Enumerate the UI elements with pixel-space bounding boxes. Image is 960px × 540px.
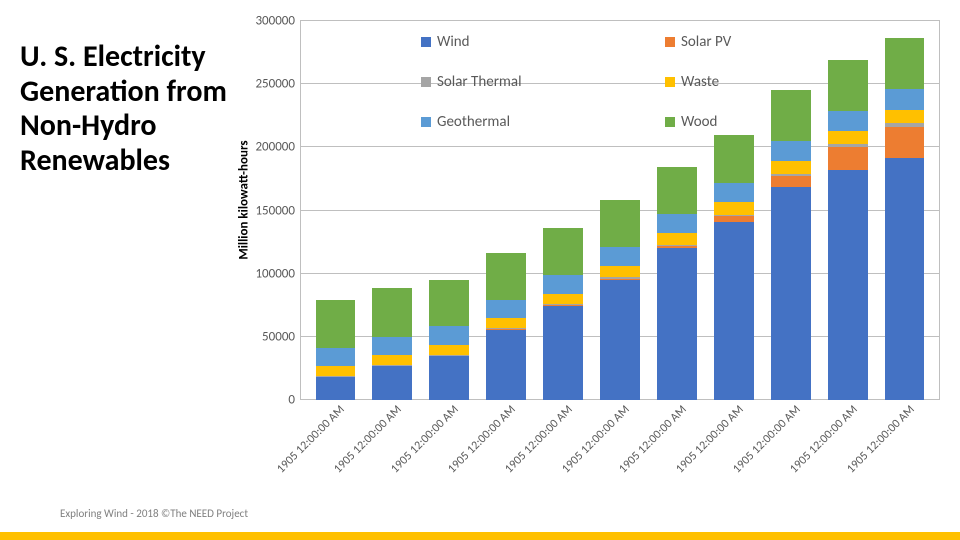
legend-label: Solar Thermal bbox=[437, 73, 522, 91]
bar-segment bbox=[486, 253, 526, 300]
footer-text: Exploring Wind - 2018 ©The NEED Project bbox=[60, 507, 248, 520]
legend-item: Waste bbox=[665, 73, 899, 91]
bar-segment bbox=[828, 147, 868, 169]
bar-segment bbox=[600, 200, 640, 247]
y-tick-label: 200000 bbox=[255, 140, 301, 155]
legend-swatch bbox=[421, 77, 431, 87]
stacked-bar bbox=[771, 90, 811, 400]
legend-label: Geothermal bbox=[437, 113, 510, 131]
bar-segment bbox=[543, 228, 583, 275]
bar-segment bbox=[771, 176, 811, 187]
legend-label: Solar PV bbox=[681, 33, 731, 51]
stacked-bar bbox=[714, 135, 754, 400]
bar-segment bbox=[771, 187, 811, 400]
legend-swatch bbox=[421, 117, 431, 127]
legend-item: Wind bbox=[421, 33, 655, 51]
bar-segment bbox=[771, 161, 811, 174]
bar-segment bbox=[316, 348, 356, 366]
bar-slot: 1905 12:00:00 AM bbox=[364, 21, 421, 400]
bar-segment bbox=[714, 202, 754, 214]
stacked-bar bbox=[657, 167, 697, 400]
bar-segment bbox=[316, 366, 356, 376]
legend-item: Solar Thermal bbox=[421, 73, 655, 91]
legend-swatch bbox=[421, 37, 431, 47]
bar-segment bbox=[657, 167, 697, 214]
bar-segment bbox=[543, 294, 583, 305]
legend-label: Wind bbox=[437, 33, 470, 51]
bar-segment bbox=[543, 306, 583, 400]
legend-swatch bbox=[665, 117, 675, 127]
bar-segment bbox=[828, 170, 868, 400]
bar-segment bbox=[828, 131, 868, 144]
legend-item: Geothermal bbox=[421, 113, 655, 131]
stacked-bar bbox=[600, 200, 640, 400]
bar-segment bbox=[372, 337, 412, 355]
legend-item: Wood bbox=[665, 113, 899, 131]
stacked-bar bbox=[429, 280, 469, 400]
bar-slot: 1905 12:00:00 AM bbox=[307, 21, 364, 400]
y-tick-label: 0 bbox=[288, 393, 301, 408]
bar-segment bbox=[885, 127, 925, 159]
bar-segment bbox=[429, 280, 469, 327]
y-tick-label: 250000 bbox=[255, 77, 301, 92]
stacked-bar bbox=[316, 300, 356, 400]
legend: Wind Solar PV Solar Thermal Waste Geothermal… bbox=[421, 33, 899, 131]
bar-segment bbox=[600, 247, 640, 266]
bar-segment bbox=[657, 248, 697, 400]
bar-segment bbox=[486, 318, 526, 328]
bar-segment bbox=[372, 288, 412, 336]
stacked-bar bbox=[486, 253, 526, 400]
chart: Million kilowatt-hours 05000010000015000… bbox=[260, 0, 960, 490]
bar-segment bbox=[714, 222, 754, 400]
bar-segment bbox=[372, 366, 412, 400]
y-tick-label: 300000 bbox=[255, 14, 301, 29]
page-title: U. S. Electricity Generation from Non-Hy… bbox=[20, 40, 250, 178]
y-tick-label: 100000 bbox=[255, 266, 301, 281]
bar-segment bbox=[657, 214, 697, 233]
bar-segment bbox=[543, 275, 583, 294]
bar-segment bbox=[372, 355, 412, 365]
bar-segment bbox=[714, 135, 754, 183]
bar-segment bbox=[600, 280, 640, 400]
legend-label: Wood bbox=[681, 113, 717, 131]
bar-segment bbox=[429, 326, 469, 344]
legend-swatch bbox=[665, 37, 675, 47]
bar-segment bbox=[316, 300, 356, 348]
legend-item: Solar PV bbox=[665, 33, 899, 51]
bar-segment bbox=[885, 158, 925, 400]
stacked-bar bbox=[372, 288, 412, 400]
y-tick-label: 50000 bbox=[262, 329, 301, 344]
accent-bar bbox=[0, 532, 960, 540]
bar-segment bbox=[316, 377, 356, 400]
bar-segment bbox=[600, 266, 640, 277]
bar-segment bbox=[429, 356, 469, 400]
legend-swatch bbox=[665, 77, 675, 87]
bar-segment bbox=[771, 141, 811, 161]
y-tick-label: 150000 bbox=[255, 203, 301, 218]
stacked-bar bbox=[543, 228, 583, 400]
y-axis-label: Million kilowatt-hours bbox=[237, 140, 252, 259]
bar-segment bbox=[486, 330, 526, 400]
bar-segment bbox=[486, 300, 526, 318]
bar-segment bbox=[429, 345, 469, 355]
bar-segment bbox=[657, 233, 697, 245]
legend-label: Waste bbox=[681, 73, 719, 91]
bar-segment bbox=[714, 183, 754, 203]
plot-area: 050000100000150000200000250000300000 190… bbox=[300, 20, 940, 400]
